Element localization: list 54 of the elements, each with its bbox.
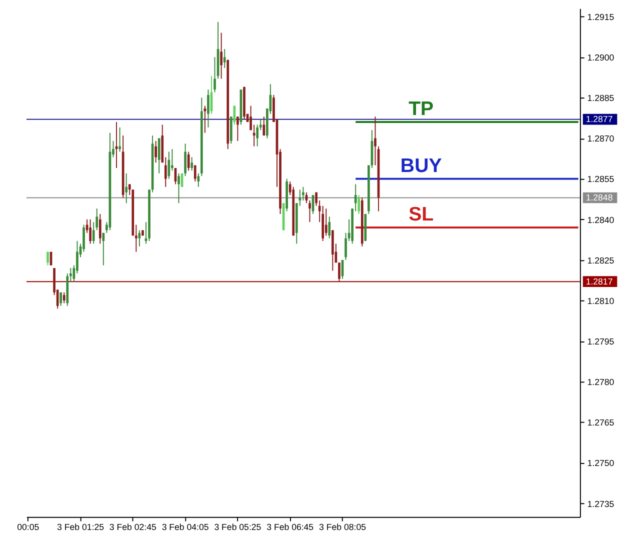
candlestick [168,151,170,180]
candlestick [102,232,105,266]
candlestick [233,105,236,126]
x-tick-label: 3 Feb 01:25 [57,522,104,532]
candlestick [374,116,376,166]
y-tick-label: 1.2810 [587,296,614,306]
series-label: TP [408,98,434,120]
candlestick [158,138,160,174]
candlestick [308,200,311,223]
y-tick-label: 1.2750 [587,458,614,468]
candlestick [184,143,186,177]
candlestick [194,164,196,182]
candlestick [328,216,331,239]
y-tick-label: 1.2825 [587,255,614,266]
candlestick [358,194,360,214]
y-tick-label: 1.2855 [587,174,614,184]
y-tick-label: 1.2915 [587,12,614,22]
candlestick [190,156,194,172]
x-tick-label: 3 Feb 06:45 [266,522,314,532]
x-tick-label: 3 Feb 08:05 [319,522,366,532]
x-tick-label: 3 Feb 04:05 [162,522,209,532]
candlestick [125,172,128,204]
candlestick [62,292,66,304]
candlestick [207,89,210,128]
candlestick [324,208,328,236]
x-tick-label: 00:05 [17,522,40,532]
y-tick-label: 1.2765 [587,418,614,428]
candlestick [89,218,92,244]
candlestick [220,32,222,80]
y-tick-label: 1.2870 [587,134,614,144]
candlestick [338,262,340,282]
y-tick-label: 1.2780 [587,377,614,388]
x-tick-label: 3 Feb 05:25 [214,522,262,532]
candlestick [154,140,157,164]
series-label: SL [408,204,434,226]
candlestick [178,172,180,204]
y-tick-label: 1.2840 [587,214,614,225]
candlestick [46,251,49,266]
ref-line-label: 1.2817 [586,276,613,287]
ref-line-label: 1.2848 [586,192,613,203]
y-tick-label: 1.2795 [587,336,614,346]
y-tick-label: 1.2900 [587,52,614,63]
candlestick [118,126,121,152]
x-tick-label: 3 Feb 02:45 [109,522,156,532]
candlestick [262,116,266,136]
candlestick [236,116,239,142]
candlestick [197,172,200,188]
candlestick [98,213,102,244]
y-tick-label: 1.2885 [587,93,614,104]
candlestick [223,48,226,68]
series-label: BUY [400,154,442,177]
y-tick-label: 1.2735 [587,498,614,509]
ref-line-label: 1.2877 [586,114,613,124]
candlestick [60,292,62,306]
